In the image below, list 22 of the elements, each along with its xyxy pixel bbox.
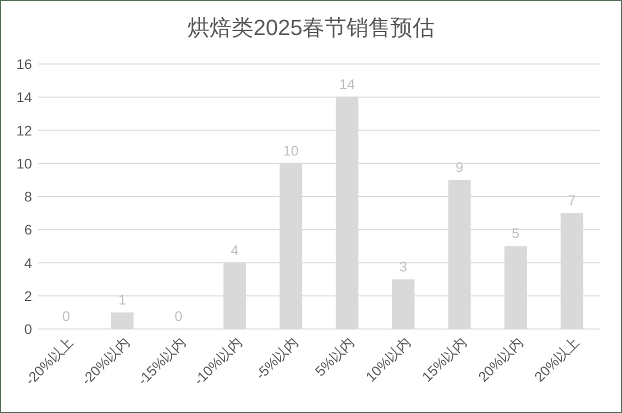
data-label: 7 xyxy=(568,192,576,208)
data-label: 9 xyxy=(456,158,464,175)
y-tick-label: 8 xyxy=(24,188,32,204)
data-label: 14 xyxy=(339,76,356,92)
data-label: 3 xyxy=(399,258,408,274)
y-tick-label: 6 xyxy=(24,222,32,238)
y-tick-label: 12 xyxy=(16,122,32,138)
data-label: 0 xyxy=(62,308,70,324)
y-tick-label: 2 xyxy=(24,288,32,304)
x-tick-label: 5%以内 xyxy=(312,334,358,380)
data-label: 4 xyxy=(230,242,239,258)
data-label: 0 xyxy=(174,308,183,324)
data-label: 5 xyxy=(512,225,520,242)
y-tick-label: 10 xyxy=(16,155,32,172)
x-tick-label: -5%以内 xyxy=(252,334,302,383)
data-label: 10 xyxy=(283,142,299,158)
data-label: 1 xyxy=(118,291,126,308)
chart-title: 烘焙类2025春节销售预估 xyxy=(188,15,434,40)
y-tick-label: 14 xyxy=(16,89,32,106)
y-tick-label: 0 xyxy=(24,321,32,337)
y-tick-label: 16 xyxy=(16,56,32,72)
y-tick-label: 4 xyxy=(24,254,32,271)
